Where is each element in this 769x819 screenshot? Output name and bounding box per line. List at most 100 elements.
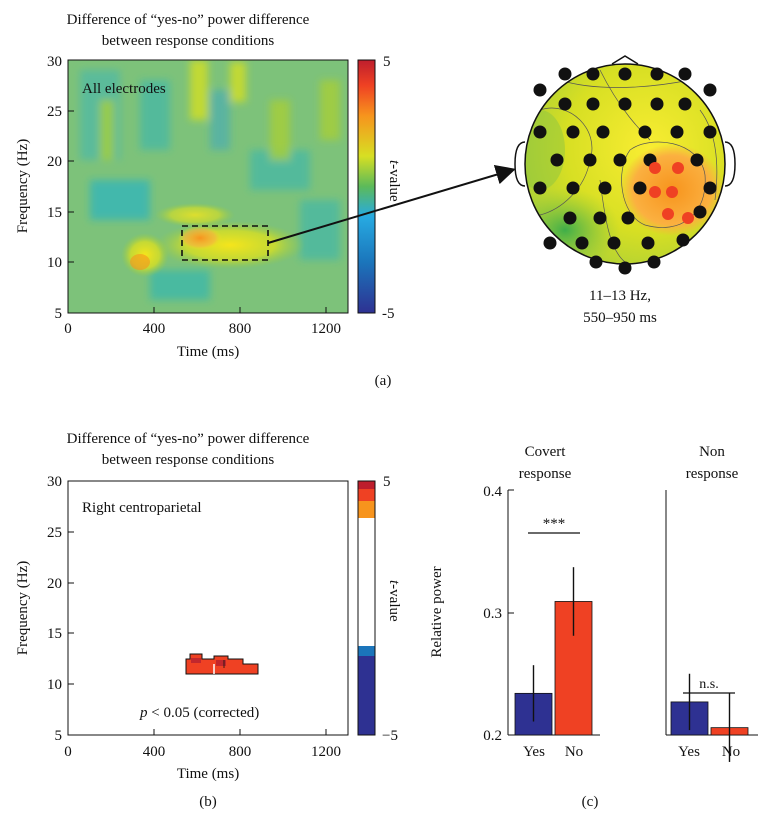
electrode (647, 255, 661, 269)
group2-xtick-yes: Yes (678, 744, 700, 760)
electrode (678, 67, 692, 81)
sig2-label: n.s. (699, 677, 718, 692)
panel-b-xtick: 800 (229, 744, 252, 760)
panel-b-xtick: 0 (64, 744, 72, 760)
electrode (533, 125, 547, 139)
panel-c: Covert response Non response 0.2 0.3 0.4… (429, 444, 758, 810)
panel-a-colorbar-label: t-value (386, 160, 402, 202)
panel-b-annotation: Right centroparietal (82, 500, 202, 516)
panel-b-significant-cluster (185, 653, 259, 675)
group2-title-line2: response (686, 466, 739, 482)
panel-a-heatmap (68, 60, 348, 313)
topomap-nose (611, 55, 639, 65)
electrode-significant (662, 208, 674, 220)
electrode (633, 181, 647, 195)
sig1-label: *** (543, 516, 566, 532)
electrode (593, 211, 607, 225)
arrow-to-topomap (267, 165, 516, 244)
electrode (583, 153, 597, 167)
panel-b-xtick: 400 (143, 744, 166, 760)
panel-b-xtick: 1200 (311, 744, 341, 760)
topomap-right-ear (724, 141, 736, 187)
group2-xtick-no: No (722, 744, 740, 760)
panel-b-title-line1: Difference of “yes-no” power difference (67, 431, 310, 447)
panel-a-title-line2: between response conditions (102, 33, 275, 49)
panel-b-ytick: 25 (47, 525, 62, 541)
panel-c-label: (c) (582, 794, 599, 810)
electrode (690, 153, 704, 167)
panel-b-label: (b) (199, 794, 217, 810)
group2-title-line1: Non (699, 444, 725, 460)
topomap-electrodes (533, 67, 717, 275)
electrode (533, 181, 547, 195)
panel-b-colorbar-label: t-value (386, 580, 402, 622)
panel-a-xtick: 1200 (311, 321, 341, 337)
electrode (618, 67, 632, 81)
electrode (586, 67, 600, 81)
panel-c-ylabel: Relative power (429, 566, 445, 657)
electrode (638, 125, 652, 139)
electrode (566, 181, 580, 195)
electrode (678, 97, 692, 111)
electrode (670, 125, 684, 139)
electrode (703, 181, 717, 195)
electrode (598, 181, 612, 195)
electrode (607, 236, 621, 250)
electrode (558, 97, 572, 111)
panel-a-ytick: 20 (47, 154, 62, 170)
panel-a-ytick: 15 (47, 205, 62, 221)
group1-xtick-yes: Yes (523, 744, 545, 760)
electrode (575, 236, 589, 250)
electrode (613, 153, 627, 167)
electrode (703, 83, 717, 97)
panel-a-xlabel: Time (ms) (177, 344, 239, 360)
electrode (676, 233, 690, 247)
topomap-caption-line1: 11–13 Hz, (589, 288, 651, 304)
electrode (641, 236, 655, 250)
panel-c-bars (514, 567, 749, 762)
panel-a-colorbar-max: 5 (383, 54, 391, 70)
electrode (589, 255, 603, 269)
panel-a-ytick: 30 (47, 54, 62, 70)
electrode (650, 97, 664, 111)
panel-b-ylabel: Frequency (Hz) (15, 561, 31, 656)
electrode (550, 153, 564, 167)
panel-c-ytick: 0.2 (483, 728, 502, 744)
topomap-left-ear (514, 141, 526, 187)
panel-b-ytick: 5 (55, 728, 63, 744)
electrode (621, 211, 635, 225)
panel-b-ytick: 20 (47, 576, 62, 592)
panel-b-plot-frame (67, 480, 349, 736)
panel-a-title-line1: Difference of “yes-no” power difference (67, 12, 310, 28)
panel-a-xtick: 0 (64, 321, 72, 337)
panel-a-ylabel: Frequency (Hz) (15, 139, 31, 234)
electrode (566, 125, 580, 139)
panel-a-colorbar-min: -5 (382, 306, 395, 322)
panel-a-plot-frame (67, 59, 349, 314)
electrode-significant (672, 162, 684, 174)
electrode-significant (666, 186, 678, 198)
electrode-significant (649, 162, 661, 174)
electrode (650, 67, 664, 81)
panel-b-y-axis: 5 10 15 20 25 30 Frequency (Hz) (15, 474, 74, 744)
electrode-significant (649, 186, 661, 198)
panel-b-x-axis: 0 400 800 1200 Time (ms) (64, 729, 341, 782)
electrode-significant (682, 212, 694, 224)
electrode (533, 83, 547, 97)
group1-title-line1: Covert (525, 444, 567, 460)
topomap-caption-line2: 550–950 ms (583, 310, 657, 326)
electrode (693, 205, 707, 219)
group1-xtick-no: No (565, 744, 583, 760)
panel-b-colorbar-min: −5 (382, 728, 398, 744)
panel-a: Difference of “yes-no” power difference … (15, 12, 736, 389)
group1-title-line2: response (519, 466, 572, 482)
panel-b-title-line2: between response conditions (102, 452, 275, 468)
electrode (586, 97, 600, 111)
panel-b-ytick: 10 (47, 677, 62, 693)
electrode (703, 125, 717, 139)
panel-a-label: (a) (375, 373, 392, 389)
panel-a-ytick: 5 (55, 306, 63, 322)
panel-a-y-axis: 5 10 15 20 25 30 Frequency (Hz) (15, 54, 74, 322)
panel-b-colorbar-max: 5 (383, 474, 391, 490)
